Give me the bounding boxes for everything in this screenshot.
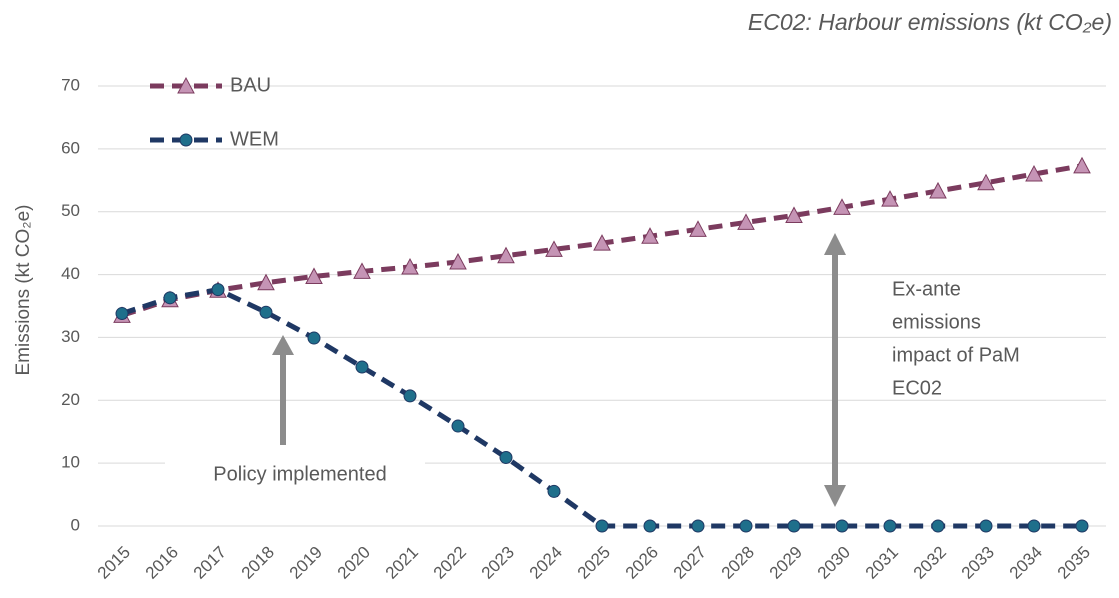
marker — [451, 419, 465, 433]
marker — [115, 307, 129, 321]
marker — [403, 389, 417, 403]
marker — [1027, 519, 1041, 533]
y-axis-label: Emissions (kt CO₂e) — [13, 204, 34, 375]
impact-annotation: impact of PaM — [892, 344, 1020, 366]
x-tick-label: 2022 — [430, 543, 470, 583]
marker — [641, 227, 659, 244]
y-tick-label: 10 — [61, 453, 80, 472]
x-tick-label: 2031 — [862, 543, 902, 583]
x-tick-label: 2016 — [142, 543, 182, 583]
x-tick-label: 2035 — [1054, 543, 1094, 583]
impact-arrow-head — [824, 485, 846, 507]
marker — [643, 519, 657, 533]
marker — [1025, 164, 1043, 182]
x-tick-label: 2034 — [1006, 543, 1046, 583]
x-tick-label: 2015 — [94, 543, 134, 583]
x-tick-label: 2020 — [334, 543, 374, 583]
legend-label: WEM — [230, 128, 279, 150]
marker — [881, 190, 899, 207]
marker — [835, 519, 849, 533]
y-tick-label: 70 — [61, 75, 80, 94]
impact-annotation: emissions — [892, 311, 981, 333]
marker — [977, 173, 995, 191]
marker — [163, 291, 177, 305]
y-tick-label: 20 — [61, 390, 80, 409]
marker — [545, 240, 563, 257]
marker — [259, 305, 273, 319]
x-tick-label: 2029 — [766, 543, 806, 583]
marker — [787, 519, 801, 533]
y-tick-label: 50 — [61, 201, 80, 220]
x-tick-label: 2027 — [670, 543, 710, 583]
marker — [979, 519, 993, 533]
x-tick-label: 2026 — [622, 543, 662, 583]
impact-annotation: Ex-ante — [892, 278, 961, 300]
y-tick-label: 30 — [61, 327, 80, 346]
marker — [307, 331, 321, 345]
marker — [833, 198, 851, 215]
x-tick-label: 2032 — [910, 543, 950, 583]
marker — [211, 283, 225, 297]
x-tick-label: 2021 — [382, 543, 422, 583]
policy-label-bg — [165, 456, 425, 492]
marker — [497, 246, 515, 264]
impact-annotation: EC02 — [892, 377, 942, 399]
marker — [257, 273, 275, 291]
marker — [883, 519, 897, 533]
x-tick-label: 2019 — [286, 543, 326, 583]
marker — [305, 267, 323, 284]
marker — [739, 519, 753, 533]
x-tick-label: 2023 — [478, 543, 518, 583]
marker — [1075, 519, 1089, 533]
marker — [737, 213, 755, 230]
legend-marker — [177, 76, 195, 94]
x-tick-label: 2017 — [190, 543, 230, 583]
marker — [355, 360, 369, 374]
marker — [499, 450, 513, 464]
y-tick-label: 60 — [61, 138, 80, 157]
marker — [931, 519, 945, 533]
x-tick-label: 2024 — [526, 543, 566, 583]
policy-annotation: Policy implemented — [213, 463, 386, 485]
legend-label: BAU — [230, 74, 271, 96]
y-tick-label: 0 — [71, 515, 80, 534]
marker — [785, 206, 803, 223]
marker — [595, 519, 609, 533]
x-tick-label: 2028 — [718, 543, 758, 583]
x-tick-label: 2025 — [574, 543, 614, 583]
marker — [1073, 156, 1091, 174]
marker — [547, 484, 561, 498]
x-tick-label: 2033 — [958, 543, 998, 583]
marker — [929, 181, 947, 199]
marker — [691, 519, 705, 533]
legend-marker — [179, 133, 193, 147]
x-tick-label: 2030 — [814, 543, 854, 583]
marker — [401, 257, 419, 275]
x-tick-label: 2018 — [238, 543, 278, 583]
marker — [449, 252, 467, 270]
marker — [689, 220, 707, 237]
chart-title: EC02: Harbour emissions (kt CO₂e) — [748, 9, 1112, 35]
marker — [593, 234, 611, 251]
y-tick-label: 40 — [61, 264, 80, 283]
impact-arrow-head — [824, 233, 846, 255]
policy-arrow-head — [272, 335, 294, 355]
marker — [353, 262, 371, 279]
